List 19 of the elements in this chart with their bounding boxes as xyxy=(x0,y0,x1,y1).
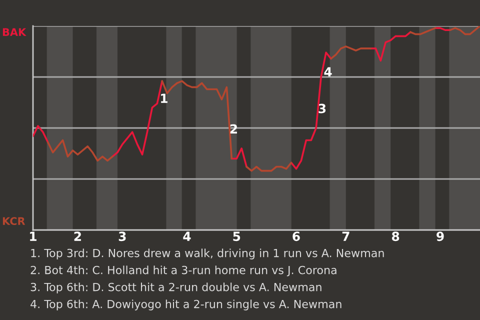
x-tick-label: 7 xyxy=(342,232,350,241)
annotation: 3 xyxy=(318,104,326,114)
text: 3. Top 6th: D. Scott hit a 2-run double vs A. Newman xyxy=(30,282,322,294)
annotation: 4 xyxy=(324,67,332,76)
x-tick-label: 6 xyxy=(292,232,300,242)
annotation: 2 xyxy=(230,124,237,134)
x-tick-label: 9 xyxy=(436,232,444,242)
text: KCR xyxy=(2,217,26,226)
text: 4. Top 6th: A. Dowiyogo hit a 2-run single vs A. Newman xyxy=(30,300,342,310)
annotation: 1 xyxy=(161,94,168,103)
x-tick-label: 1 xyxy=(30,232,36,241)
text: 2. Bot 4th: C. Holland hit a 3-run home run vs J. Corona xyxy=(30,266,336,276)
x-tick-label: 2 xyxy=(74,232,81,241)
x-tick-label: 3 xyxy=(118,232,126,242)
x-tick-label: 5 xyxy=(233,232,240,242)
text: BAK xyxy=(2,28,26,36)
x-tick-label: 8 xyxy=(392,232,400,242)
x-tick-label: 4 xyxy=(183,232,191,241)
text: 1. Top 3rd: D. Nores drew a walk, driving in 1 run vs A. Newman xyxy=(31,248,384,260)
